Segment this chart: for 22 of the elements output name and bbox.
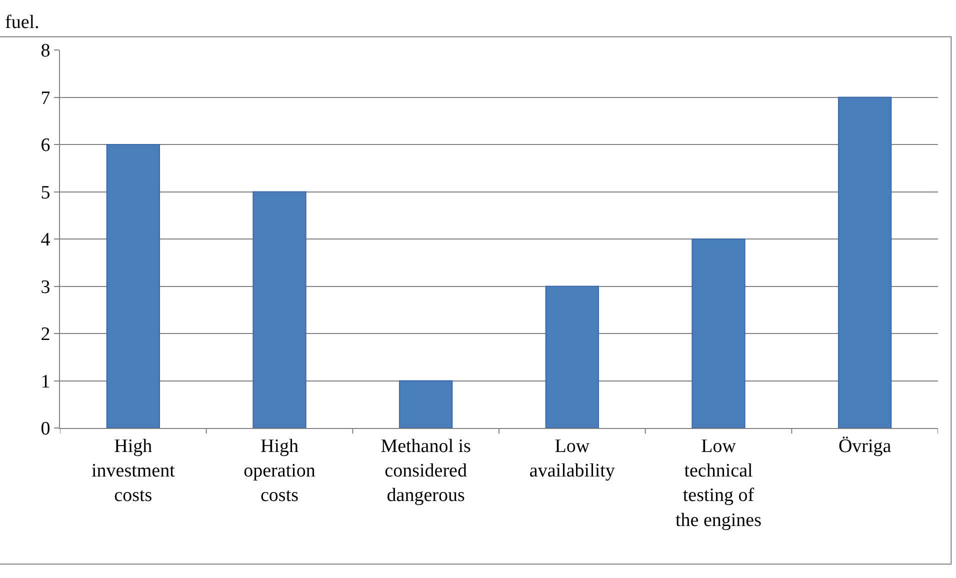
y-tick-label: 4 — [40, 230, 51, 251]
y-tick-label: 6 — [40, 135, 50, 156]
x-tick-label: Övriga — [838, 436, 892, 457]
bar — [398, 380, 453, 428]
x-tick-label: Methanol is considered dangerous — [380, 436, 471, 506]
x-tick-label: High investment costs — [91, 436, 176, 506]
bar — [545, 286, 600, 428]
y-tick-label: 0 — [40, 418, 50, 440]
x-tick-label: Low availability — [529, 436, 616, 482]
y-tick-label: 1 — [40, 371, 50, 392]
bar — [252, 191, 306, 428]
y-tick-label: 7 — [40, 88, 50, 109]
y-tick-label: 3 — [40, 276, 50, 298]
x-tick-label: High operation costs — [244, 436, 316, 506]
y-tick-label: 8 — [40, 40, 50, 62]
bar — [692, 238, 746, 428]
x-tick-label: Low technical testing of the engines — [675, 436, 762, 531]
y-tick-label: 5 — [40, 182, 50, 204]
bar — [838, 96, 892, 428]
text: fuel. — [5, 12, 40, 33]
bar — [106, 144, 160, 428]
y-tick-label: 2 — [40, 324, 50, 346]
